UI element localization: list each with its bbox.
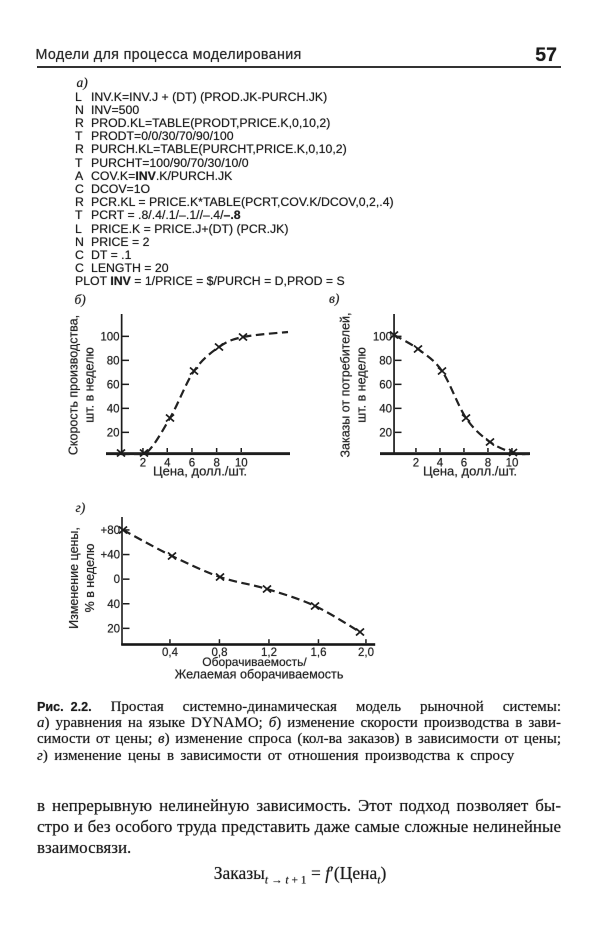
- svg-text:10: 10: [235, 458, 248, 470]
- svg-text:60: 60: [107, 379, 120, 391]
- svg-text:2: 2: [140, 458, 146, 470]
- svg-text:100: 100: [373, 331, 392, 343]
- svg-text:8: 8: [485, 458, 491, 470]
- svg-text:Изменение цены,: Изменение цены,: [67, 527, 81, 629]
- svg-text:0: 0: [114, 574, 120, 586]
- svg-text:80: 80: [379, 355, 392, 367]
- svg-text:Оборачиваемость/: Оборачиваемость/: [202, 655, 307, 669]
- svg-text:г): г): [76, 500, 86, 515]
- svg-text:1,2: 1,2: [261, 647, 277, 659]
- svg-text:в): в): [329, 291, 340, 306]
- svg-text:6: 6: [461, 458, 467, 470]
- svg-text:8: 8: [213, 458, 219, 470]
- svg-text:10: 10: [506, 458, 519, 470]
- svg-text:20: 20: [107, 427, 120, 439]
- svg-text:шт. в неделю: шт. в неделю: [83, 347, 97, 423]
- svg-text:Цена, долл./шт.: Цена, долл./шт.: [153, 464, 247, 479]
- svg-text:20: 20: [107, 623, 120, 635]
- svg-text:100: 100: [100, 331, 119, 343]
- svg-text:40: 40: [107, 403, 120, 415]
- svg-text:6: 6: [189, 458, 195, 470]
- svg-text:2: 2: [413, 458, 419, 470]
- svg-text:80: 80: [107, 355, 120, 367]
- svg-text:2,0: 2,0: [358, 647, 374, 659]
- svg-text:1,6: 1,6: [311, 647, 327, 659]
- svg-text:20: 20: [379, 427, 392, 439]
- svg-text:шт. в неделю: шт. в неделю: [355, 347, 369, 423]
- svg-text:0,4: 0,4: [162, 647, 179, 659]
- svg-text:+80: +80: [100, 525, 120, 537]
- svg-text:60: 60: [379, 379, 392, 391]
- svg-text:Цена, долл./шт.: Цена, долл./шт.: [423, 464, 517, 479]
- svg-text:0,8: 0,8: [212, 647, 228, 659]
- svg-text:Желаемая оборачиваемость: Желаемая оборачиваемость: [175, 668, 344, 682]
- svg-text:Скорость производства,: Скорость производства,: [67, 315, 81, 455]
- svg-text:% в неделю: % в неделю: [83, 544, 97, 613]
- svg-text:4: 4: [437, 458, 444, 470]
- svg-text:4: 4: [164, 458, 171, 470]
- svg-text:+40: +40: [100, 550, 120, 562]
- svg-text:40: 40: [379, 403, 392, 415]
- svg-text:40: 40: [107, 599, 120, 611]
- svg-text:б): б): [75, 292, 87, 307]
- svg-text:Заказы от потребителей,: Заказы от потребителей,: [339, 312, 353, 457]
